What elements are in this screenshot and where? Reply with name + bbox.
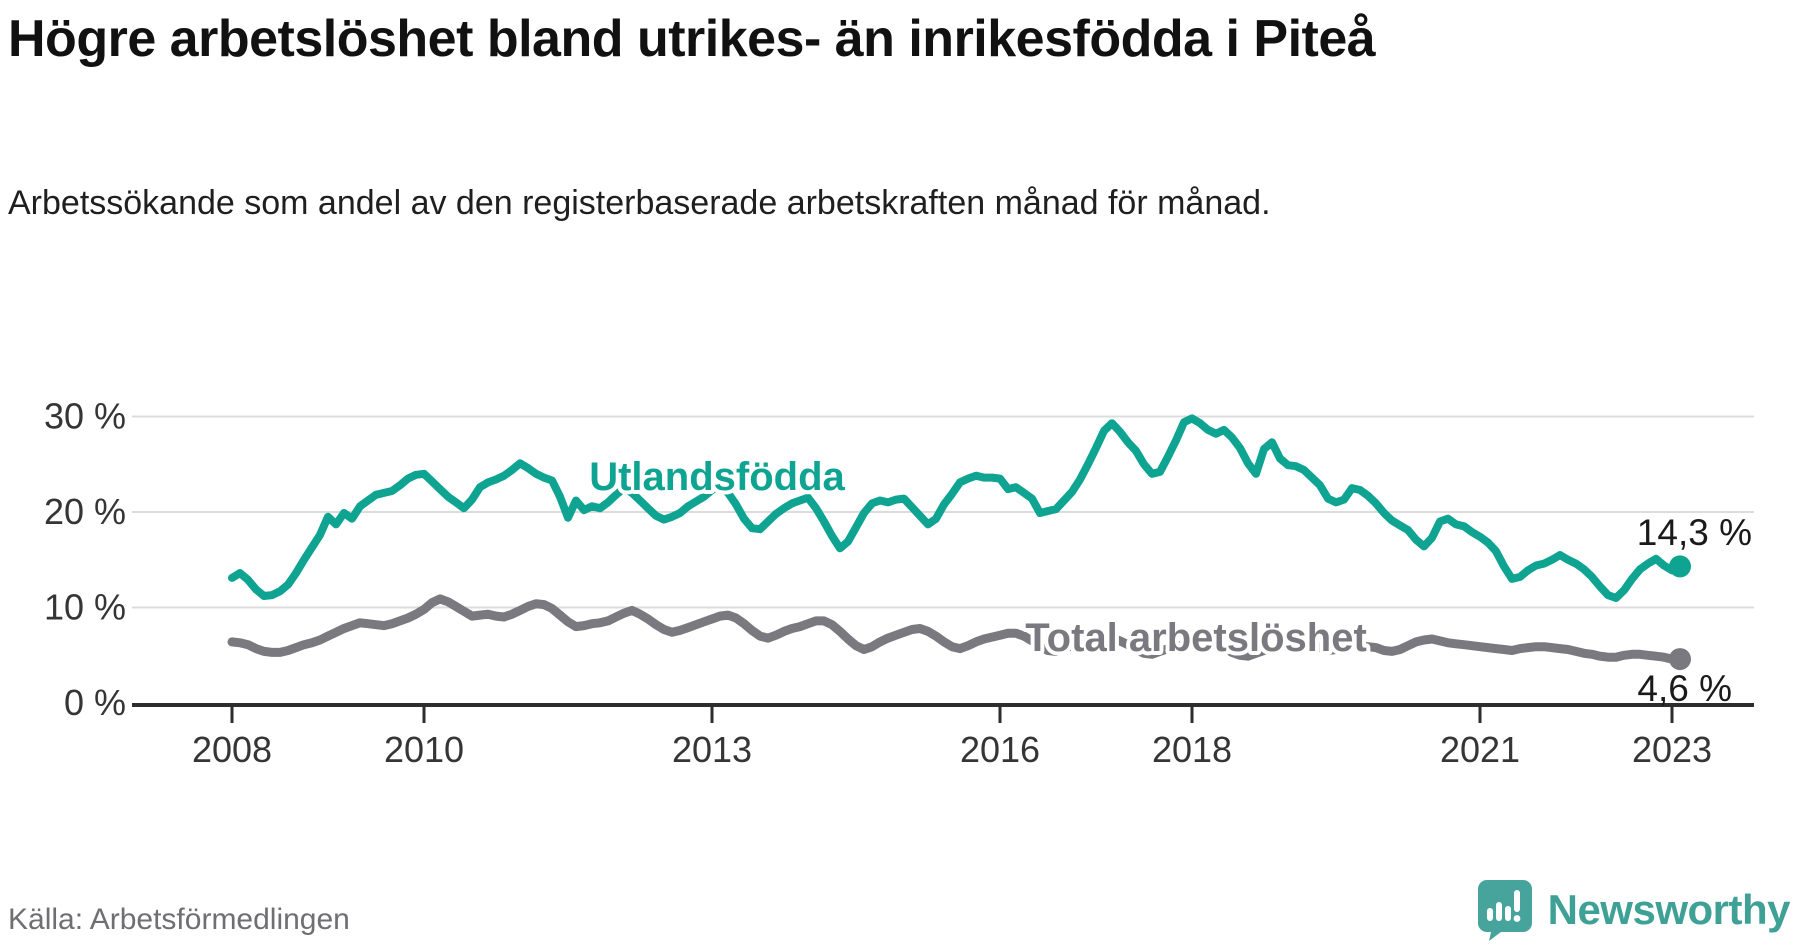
series-label-utlandsf-dda: Utlandsfödda — [589, 455, 845, 499]
series-end-value-utlandsf-dda: 14,3 % — [1637, 512, 1752, 553]
newsworthy-logo-icon — [1477, 880, 1532, 941]
y-tick-label: 10 % — [44, 587, 126, 628]
page-subtitle: Arbetssökande som andel av den registerb… — [8, 184, 1271, 222]
y-tick-label: 20 % — [44, 491, 126, 532]
newsworthy-logo: Newsworthy — [1474, 878, 1791, 942]
source-note: Källa: Arbetsförmedlingen — [8, 903, 350, 936]
logo-bars-icon — [1486, 890, 1521, 922]
x-tick-label: 2013 — [672, 729, 752, 770]
y-tick-label: 30 % — [44, 396, 126, 437]
series-line-total-arbetsl-shet — [227, 594, 1685, 664]
series-end-dot-total-arbetsl-shet — [1669, 648, 1691, 671]
x-tick-label: 2008 — [192, 729, 272, 770]
y-tick-label: 0 % — [64, 682, 126, 723]
x-tick-label: 2018 — [1152, 729, 1232, 770]
series-end-dot-utlandsf-dda — [1669, 555, 1691, 578]
x-tick-label: 2021 — [1440, 729, 1520, 770]
x-tick-label: 2010 — [384, 729, 464, 770]
series-end-value-total-arbetsl-shet: 4,6 % — [1637, 668, 1732, 709]
series-line-utlandsf-dda — [228, 414, 1684, 602]
x-tick-label: 2016 — [960, 729, 1040, 770]
series-label-total-arbetsl-shet: Total arbetslöshet — [1025, 616, 1367, 660]
newsworthy-wordmark: Newsworthy — [1547, 886, 1791, 933]
x-tick-label: 2023 — [1632, 729, 1712, 770]
page-title: Högre arbetslöshet bland utrikes- än inr… — [8, 10, 1376, 68]
